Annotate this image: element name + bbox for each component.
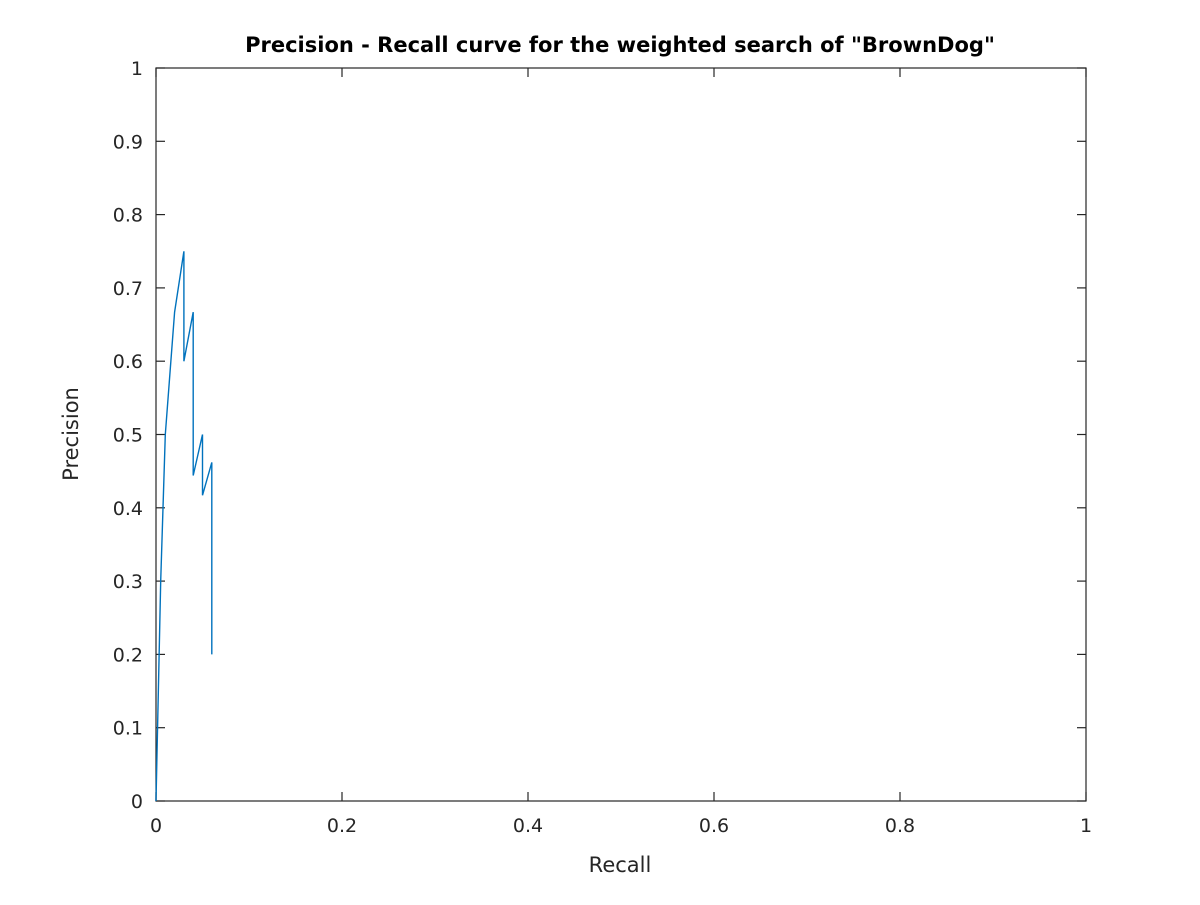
chart-title: Precision - Recall curve for the weighte…	[245, 33, 995, 57]
y-tick-label: 0.1	[113, 718, 143, 740]
x-tick-label: 0	[150, 815, 162, 837]
y-tick-label: 0.8	[113, 205, 143, 227]
y-tick-label: 0.9	[113, 131, 143, 153]
y-tick-label: 1	[131, 58, 143, 80]
series	[155, 251, 213, 802]
x-tick-label: 0.8	[885, 815, 915, 837]
x-axis-label: Recall	[589, 853, 652, 877]
x-tick-label: 0.4	[513, 815, 543, 837]
x-tick-label: 0.6	[699, 815, 729, 837]
y-tick-label: 0.4	[113, 498, 143, 520]
y-tick-label: 0	[131, 791, 143, 813]
x-tick-label: 0.2	[327, 815, 357, 837]
y-tick-label: 0.7	[113, 278, 143, 300]
axes: 0 0.2 0.4 0.6 0.8 1 0 0.1 0.2 0.3 0.4 0.5 0.6 0.7 0.8 0…	[113, 58, 1092, 837]
y-tick-label: 0.6	[113, 351, 143, 373]
y-tick-label: 0.2	[113, 644, 143, 666]
series-line-0	[155, 251, 213, 802]
y-axis-label: Precision	[59, 387, 83, 481]
x-tick-label: 1	[1080, 815, 1092, 837]
y-tick-label: 0.3	[113, 571, 143, 593]
y-tick-label: 0.5	[113, 425, 143, 447]
